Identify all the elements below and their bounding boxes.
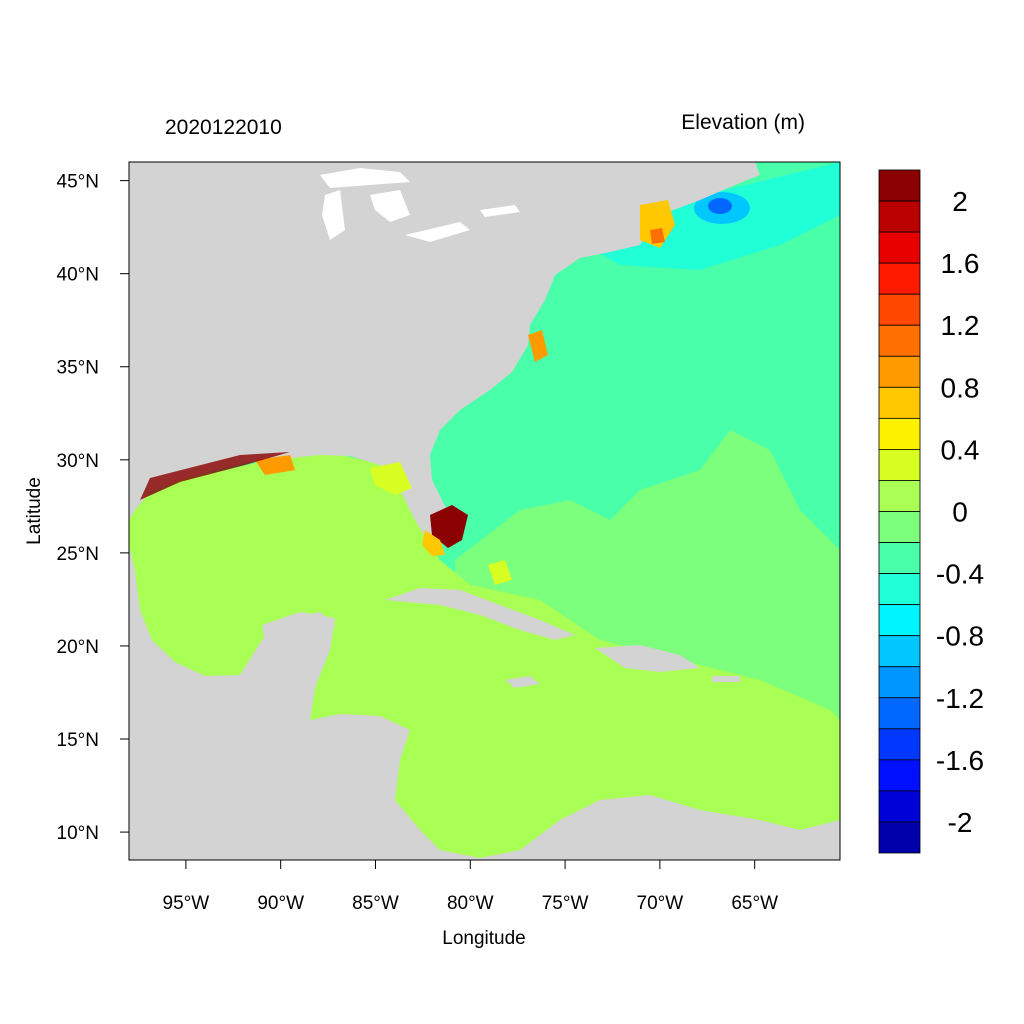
outer-banks-surge	[528, 330, 548, 362]
colorbar-label: -1.6	[936, 745, 984, 776]
colorbar-swatch	[878, 697, 921, 730]
lake-michigan	[322, 190, 345, 240]
colorbar-label: 0	[952, 497, 968, 528]
lake-erie	[405, 222, 470, 242]
jamaica-land	[505, 676, 540, 688]
colorbar-swatch	[878, 573, 921, 606]
new-england-surge	[640, 200, 675, 248]
lake-huron	[370, 190, 410, 222]
x-axis-label: Longitude	[442, 928, 525, 949]
x-axis: 95°W 90°W 85°W 80°W 75°W 70°W 65°W	[163, 860, 778, 914]
x-tick-label: 95°W	[163, 893, 210, 914]
colorbar-swatch	[878, 666, 921, 699]
x-tick-label: 90°W	[257, 893, 304, 914]
lake-ontario	[480, 205, 520, 217]
colorbar-swatch	[878, 821, 921, 854]
colorbar-label: 1.6	[941, 248, 980, 279]
y-tick-label: 15°N	[57, 730, 99, 751]
colorbar-label: -0.8	[936, 621, 984, 652]
colorbar-swatch	[878, 169, 921, 202]
map-right-title: Elevation (m)	[681, 111, 805, 134]
bahamas-surge	[488, 560, 512, 585]
colorbar-label: 0.8	[941, 372, 980, 403]
colorbar-swatch	[878, 355, 921, 388]
colorbar-label: -1.2	[936, 683, 984, 714]
lake-superior	[320, 168, 410, 188]
colorbar-swatch	[878, 604, 921, 637]
north-america-land	[129, 162, 760, 545]
y-tick-label: 40°N	[57, 265, 99, 286]
colorbar-swatch	[878, 262, 921, 295]
colorbar-swatch	[878, 728, 921, 761]
colorbar-label: 2	[952, 186, 968, 217]
y-tick-label: 25°N	[57, 544, 99, 565]
y-tick-label: 35°N	[57, 358, 99, 379]
colorbar-swatch	[878, 790, 921, 823]
louisiana-surge	[255, 455, 295, 475]
colorbar-swatch	[878, 759, 921, 792]
florida-west-coast-surge	[422, 530, 445, 556]
big-bend-surge	[370, 462, 412, 495]
x-tick-label: 80°W	[447, 893, 494, 914]
colorbar-swatch	[878, 635, 921, 668]
colorbar-swatch	[878, 386, 921, 419]
colorbar-swatch	[878, 480, 921, 512]
x-tick-label: 85°W	[352, 893, 399, 914]
puerto-rico-land	[712, 676, 740, 682]
x-tick-label: 70°W	[637, 893, 684, 914]
colorbar-label: -0.4	[936, 559, 984, 590]
y-tick-label: 10°N	[57, 823, 99, 844]
hispaniola-land	[595, 645, 700, 672]
y-tick-label: 45°N	[57, 172, 99, 193]
cuba-land	[385, 588, 575, 640]
colorbar-swatch	[878, 231, 921, 264]
cape-cod-surge	[650, 228, 665, 244]
plot-area	[129, 162, 840, 860]
x-tick-label: 75°W	[542, 893, 589, 914]
colorbar-label: 0.4	[941, 434, 980, 465]
colorbar-swatch	[878, 511, 921, 543]
y-axis-label: Latitude	[24, 477, 45, 545]
x-tick-label: 65°W	[731, 893, 778, 914]
colorbar-label: -2	[948, 807, 973, 838]
colorbar-swatch	[878, 449, 921, 481]
y-axis: 45°N 40°N 35°N 30°N 25°N 20°N 15°N 10°N	[57, 172, 129, 844]
gulf-of-maine-core	[708, 198, 732, 214]
colorbar-swatch	[878, 417, 921, 450]
colorbar-swatch	[878, 542, 921, 574]
y-tick-label: 20°N	[57, 637, 99, 658]
yucatan-land	[262, 612, 335, 700]
y-tick-label: 30°N	[57, 451, 99, 472]
colorbar: 2 1.6 1.2 0.8 0.4 0 -0.4 -0.8 -1.2 -1.6 -2	[878, 169, 984, 854]
colorbar-swatch	[878, 324, 921, 357]
coast-surge-gulf	[140, 452, 290, 500]
colorbar-label: 1.2	[941, 310, 980, 341]
south-florida-surge	[430, 505, 468, 548]
colorbar-swatch	[878, 293, 921, 326]
colorbar-swatch	[878, 200, 921, 233]
map-left-title: 2020122010	[165, 116, 282, 139]
plot-frame	[128, 161, 841, 861]
